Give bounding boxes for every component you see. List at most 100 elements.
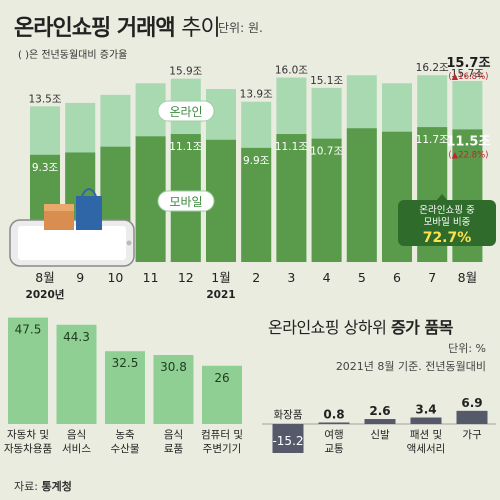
- bottom-unit-label: 단위: %: [448, 342, 486, 355]
- callout-line2: 모바일 비중: [424, 217, 471, 228]
- x-tick-label: 5: [358, 270, 366, 285]
- online-tag: [157, 100, 215, 122]
- bottom-growth-value: 6.9: [461, 396, 482, 410]
- source-label: 자료: 통계청: [14, 478, 72, 494]
- online-value-label: 13.5조: [28, 93, 61, 105]
- x-tick-label: 4: [323, 270, 331, 285]
- top-growth-category: 농축: [115, 429, 135, 441]
- online-growth-label: (▲16.8%): [448, 72, 488, 82]
- bottom-growth-value: 3.4: [415, 403, 436, 417]
- x-tick-label: 9: [76, 270, 84, 285]
- bottom-growth-value: 0.8: [323, 407, 344, 421]
- mobile-bar: [311, 138, 342, 262]
- bottom-growth-value: -15.2: [272, 434, 303, 448]
- x-tick-label: 1월: [211, 270, 230, 285]
- page-title: 온라인쇼핑 거래액 추이: [14, 10, 221, 42]
- year-label: 2020년: [26, 288, 65, 301]
- mobile-value-label: 10.7조: [310, 146, 343, 158]
- bottom-growth-bar: [272, 424, 304, 453]
- top-growth-category: 주변기기: [203, 443, 242, 455]
- top-growth-category: 음식: [67, 429, 86, 441]
- top-growth-category: 료품: [164, 443, 184, 455]
- source-prefix: 자료:: [14, 480, 38, 493]
- bottom-growth-category: 화장품: [274, 409, 303, 421]
- shopping-bag-icon: [76, 196, 102, 230]
- top-growth-category: 컴퓨터 및: [201, 429, 243, 441]
- mobile-bar: [346, 128, 377, 262]
- bag-handle: [81, 188, 97, 197]
- bottom-growth-category: 가구: [462, 429, 482, 441]
- bottom-growth-bar: [410, 417, 442, 424]
- source-org: 통계청: [41, 480, 72, 493]
- top-growth-category: 음식: [164, 429, 183, 441]
- bottom-growth-category: 신발: [370, 429, 390, 441]
- top-growth-bar: [105, 351, 145, 424]
- year-label: 2021: [206, 289, 235, 301]
- mobile-latest-value: 11.5조: [446, 134, 490, 149]
- online-value-label: 16.2조: [416, 62, 449, 74]
- top-growth-category: 수산물: [111, 443, 140, 455]
- top-growth-bar: [56, 324, 97, 424]
- mobile-bar: [276, 134, 307, 262]
- mobile-value-label: 9.9조: [243, 155, 270, 167]
- x-tick-label: 7: [428, 270, 436, 285]
- mobile-value-label: 11.1조: [169, 141, 202, 153]
- phone-button: [126, 240, 132, 246]
- mobile-value-label: 11.7조: [416, 134, 449, 146]
- online-value-label: 13.9조: [240, 89, 273, 101]
- top-growth-bar: [202, 365, 242, 424]
- top-growth-bar: [153, 355, 194, 424]
- top-growth-category: 서비스: [62, 443, 91, 455]
- online-value-label: 15.7조: [451, 68, 484, 80]
- mobile-value-label: 9.3조: [32, 162, 59, 174]
- online-value-label: 15.9조: [169, 66, 202, 78]
- online-latest-value: 15.7조: [446, 56, 490, 71]
- x-tick-label: 6: [393, 270, 401, 285]
- bottom-growth-category: 패션 및: [410, 429, 442, 441]
- top-growth-value: 26: [214, 371, 229, 385]
- bottom-title: 온라인쇼핑 상하위 증가 품목: [268, 314, 453, 338]
- title-sub: 추이: [181, 16, 220, 41]
- mobile-tag-label: 모바일: [169, 195, 202, 209]
- online-value-label: 16.0조: [275, 65, 308, 77]
- mobile-value-label: 11.1조: [275, 141, 308, 153]
- bottom-growth-value: 2.6: [369, 404, 390, 418]
- top-growth-value: 30.8: [160, 360, 187, 374]
- bottom-growth-category: 교통: [324, 443, 344, 455]
- top-growth-category: 자동차용품: [4, 443, 53, 455]
- bottom-growth-bar: [318, 422, 350, 424]
- top-growth-value: 47.5: [15, 323, 42, 337]
- callout-pointer: [436, 194, 448, 201]
- mobile-growth-label: (▲22.8%): [448, 150, 488, 160]
- top-growth-bar: [8, 317, 48, 424]
- bottom-title-bold: 증가 품목: [390, 318, 453, 337]
- mobile-tag: [157, 190, 215, 212]
- top-growth-value: 44.3: [63, 330, 90, 344]
- bottom-title-normal: 온라인쇼핑 상하위: [268, 318, 387, 337]
- x-tick-label: 12: [178, 270, 194, 285]
- top-growth-category: 자동차 및: [7, 429, 49, 441]
- callout-box: [398, 200, 496, 246]
- x-tick-label: 10: [107, 270, 123, 285]
- callout-value: 72.7%: [423, 230, 472, 246]
- x-tick-label: 8월: [35, 270, 54, 285]
- callout-line1: 온라인쇼핑 중: [419, 205, 475, 216]
- online-value-label: 15.1조: [310, 75, 343, 87]
- bottom-growth-bar: [456, 410, 488, 424]
- mobile-bar: [241, 147, 272, 262]
- box-lid: [44, 204, 74, 211]
- top-growth-value: 32.5: [112, 356, 139, 370]
- bottom-growth-category: 액세서리: [407, 443, 446, 455]
- x-tick-label: 2: [252, 270, 260, 285]
- x-tick-label: 3: [287, 270, 295, 285]
- bottom-basis-label: 2021년 8월 기준. 전년동월대비: [335, 360, 486, 373]
- phone-screen: [18, 226, 126, 260]
- title-main: 온라인쇼핑 거래액: [14, 16, 176, 41]
- note-label: ( )은 전년동월대비 증가율: [18, 50, 128, 61]
- bottom-growth-category: 여행: [324, 429, 343, 441]
- bottom-growth-bar: [364, 419, 396, 424]
- online-tag-label: 온라인: [169, 105, 202, 119]
- x-tick-label: 11: [143, 270, 159, 285]
- unit-label: 단위: 원.: [218, 21, 263, 35]
